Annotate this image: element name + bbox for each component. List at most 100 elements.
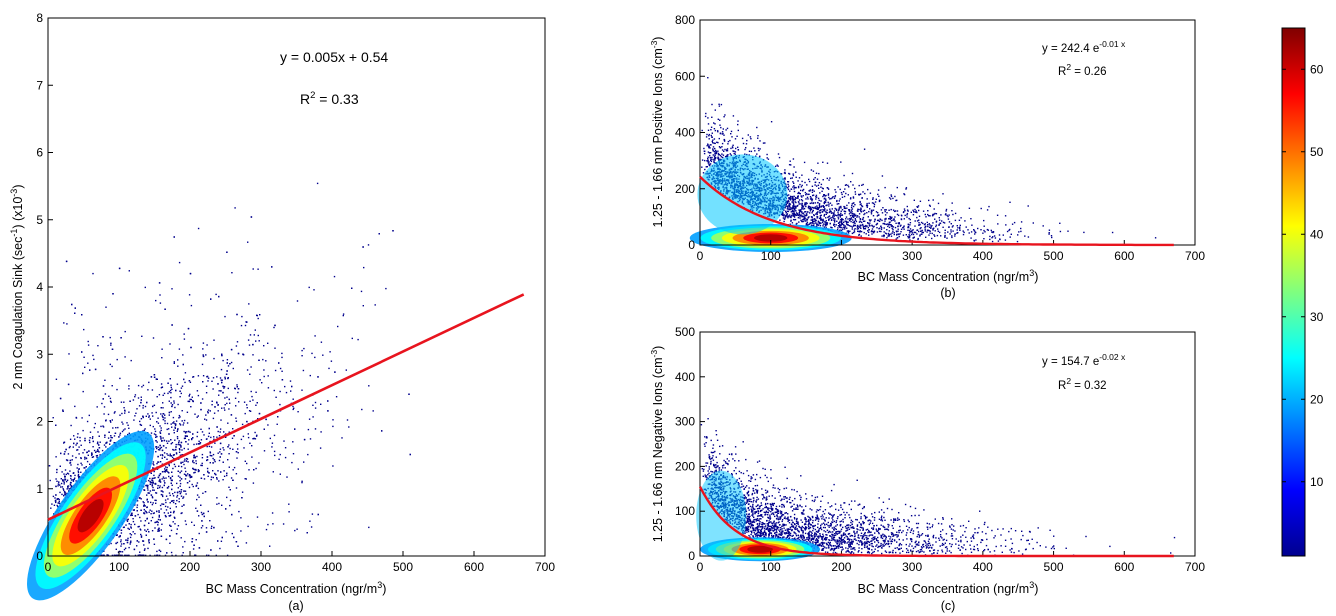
scatter-point	[782, 215, 785, 217]
scatter-point	[205, 354, 207, 356]
scatter-point	[58, 500, 60, 503]
scatter-point	[271, 266, 273, 268]
scatter-point	[77, 463, 79, 466]
scatter-point	[184, 431, 187, 433]
scatter-point	[143, 508, 145, 511]
scatter-point	[303, 347, 305, 350]
scatter-point	[134, 394, 137, 396]
scatter-point	[129, 536, 132, 539]
scatter-point	[118, 267, 121, 270]
scatter-point	[725, 150, 728, 152]
scatter-point	[206, 445, 208, 448]
scatter-point	[947, 215, 949, 218]
scatter-point	[194, 456, 196, 459]
scatter-point	[242, 353, 244, 355]
scatter-point	[314, 428, 317, 430]
scatter-point	[279, 390, 281, 393]
scatter-point	[174, 426, 176, 428]
scatter-point	[112, 427, 114, 429]
scatter-point	[160, 427, 162, 429]
scatter-point	[51, 503, 53, 505]
scatter-point	[822, 210, 824, 213]
scatter-point	[201, 453, 204, 456]
scatter-point	[147, 389, 149, 391]
scatter-point	[209, 454, 211, 457]
scatter-point	[175, 446, 177, 448]
scatter-point	[224, 376, 226, 378]
scatter-point	[212, 462, 214, 464]
scatter-point	[710, 129, 712, 131]
scatter-point	[707, 160, 709, 163]
scatter-point	[214, 472, 216, 475]
scatter-point	[228, 408, 230, 410]
scatter-point	[928, 215, 930, 217]
scatter-point	[731, 146, 734, 148]
scatter-point	[196, 435, 198, 438]
scatter-point	[335, 396, 338, 398]
scatter-point	[288, 503, 290, 505]
scatter-point	[170, 386, 172, 389]
scatter-point	[791, 208, 793, 210]
scatter-point	[237, 352, 240, 355]
scatter-point	[150, 376, 153, 378]
scatter-point	[708, 161, 710, 163]
scatter-point	[161, 440, 163, 442]
scatter-point	[98, 451, 100, 453]
scatter-point	[256, 516, 259, 518]
scatter-point	[55, 478, 57, 480]
scatter-point	[162, 437, 164, 439]
scatter-point	[919, 227, 921, 230]
scatter-point	[161, 486, 164, 489]
scatter-point	[191, 541, 193, 543]
scatter-point	[232, 448, 234, 450]
scatter-point	[152, 486, 154, 489]
scatter-point	[157, 518, 160, 521]
scatter-point	[161, 503, 163, 505]
scatter-point	[236, 384, 238, 386]
scatter-point	[816, 212, 818, 214]
scatter-point	[217, 452, 219, 454]
scatter-point	[828, 179, 830, 181]
scatter-point	[147, 528, 149, 531]
scatter-point	[111, 348, 114, 350]
scatter-point	[924, 226, 926, 229]
scatter-point	[160, 407, 162, 409]
scatter-point	[71, 485, 73, 487]
scatter-point	[843, 221, 845, 223]
scatter-point	[802, 195, 804, 197]
scatter-point	[172, 501, 175, 504]
scatter-point	[205, 531, 208, 533]
scatter-point	[61, 471, 63, 473]
scatter-point	[188, 294, 191, 296]
scatter-point	[841, 193, 843, 196]
scatter-point	[1032, 222, 1034, 224]
scatter-point	[945, 208, 948, 211]
scatter-point	[185, 470, 187, 473]
scatter-point	[720, 156, 723, 158]
scatter-point	[77, 475, 80, 477]
scatter-point	[208, 445, 211, 448]
scatter-point	[182, 424, 184, 426]
scatter-point	[103, 444, 106, 446]
scatter-point	[130, 359, 132, 362]
scatter-point	[808, 178, 810, 181]
scatter-point	[73, 478, 75, 481]
scatter-point	[120, 337, 122, 339]
scatter-point	[227, 459, 229, 461]
scatter-point	[833, 215, 835, 217]
scatter-point	[136, 506, 138, 509]
scatter-point	[93, 358, 95, 361]
scatter-point	[173, 454, 175, 456]
scatter-point	[821, 221, 824, 223]
scatter-point	[193, 468, 195, 470]
scatter-point	[176, 383, 179, 385]
scatter-point	[91, 453, 93, 455]
scatter-point	[868, 202, 870, 204]
scatter-point	[788, 208, 791, 211]
scatter-point	[271, 512, 274, 514]
scatter-point	[1002, 234, 1004, 236]
scatter-point	[244, 478, 246, 480]
scatter-point	[251, 445, 253, 447]
scatter-point	[708, 138, 710, 140]
